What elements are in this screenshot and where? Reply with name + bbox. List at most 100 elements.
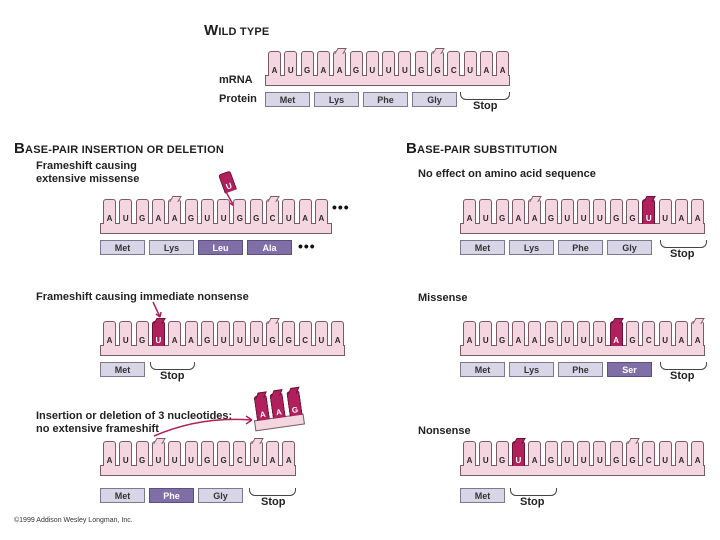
insertion-deletion-title: BASE-PAIR INSERTION OR DELETION: [14, 140, 224, 157]
nucleotide: G: [349, 51, 363, 76]
nucleotide: A: [528, 321, 542, 346]
nucleotide: A: [268, 51, 281, 76]
nucleotide: G: [135, 441, 149, 466]
nucleotide: G: [414, 51, 428, 76]
amino-acid: Gly: [198, 488, 243, 503]
three-nucleotide-protein-chain: Met Phe Gly: [100, 488, 245, 503]
no-effect-protein-chain: Met Lys Phe Gly: [460, 240, 655, 255]
nucleotide: U: [577, 321, 591, 346]
nucleotide: A: [691, 321, 705, 346]
nucleotide: U: [593, 199, 607, 224]
nucleotide: A: [314, 199, 328, 224]
nucleotide: G: [285, 389, 303, 417]
no-effect-stop-label: Stop: [670, 248, 695, 260]
nucleotide: A: [479, 51, 493, 76]
mrna-backbone: [265, 75, 510, 86]
amino-acid: Gly: [607, 240, 652, 255]
three-nucleotide-stop-label: Stop: [261, 496, 286, 508]
nucleotide: A: [168, 199, 182, 224]
missense-label: Missense: [418, 292, 468, 304]
nucleotide: C: [266, 199, 279, 224]
nucleotide: G: [495, 199, 509, 224]
nucleotide: U: [151, 321, 165, 346]
nucleotide: A: [496, 51, 510, 76]
nucleotide: U: [249, 321, 263, 346]
nucleotide: A: [168, 321, 182, 346]
nucleotide: G: [626, 441, 639, 466]
nucleotide: C: [447, 51, 461, 76]
missense-protein-chain: Met Lys Phe Ser: [460, 362, 655, 377]
amino-acid: Lys: [314, 92, 359, 107]
protein-continuation-ellipsis: •••: [298, 238, 316, 254]
mrna-backbone: [100, 465, 296, 476]
nucleotide: A: [674, 321, 688, 346]
substitution-title: BASE-PAIR SUBSTITUTION: [406, 140, 558, 157]
amino-acid: Phe: [149, 488, 194, 503]
nucleotide: U: [382, 51, 396, 76]
missense-stop-brace: [660, 362, 707, 370]
mrna-backbone: [460, 223, 705, 234]
nucleotide: A: [511, 199, 525, 224]
nucleotide: G: [544, 441, 558, 466]
mrna-label: mRNA: [219, 74, 253, 86]
nucleotide: U: [119, 199, 133, 224]
nucleotide: U: [560, 199, 574, 224]
amino-acid: Gly: [412, 92, 457, 107]
nucleotide: A: [528, 199, 542, 224]
amino-acid: Met: [460, 240, 505, 255]
nucleotide: U: [658, 441, 672, 466]
wild-type-stop-brace: [460, 92, 510, 100]
nucleotide: A: [691, 441, 705, 466]
nucleotide: A: [528, 441, 542, 466]
mrna-continuation-ellipsis: •••: [332, 199, 350, 215]
nucleotide: A: [151, 199, 165, 224]
nucleotide: A: [266, 441, 279, 466]
amino-acid: Leu: [198, 240, 243, 255]
removed-codon-arrow-icon: [153, 415, 253, 437]
amino-acid: Phe: [363, 92, 408, 107]
amino-acid: Met: [100, 488, 145, 503]
immediate-nonsense-stop-label: Stop: [160, 370, 185, 382]
nucleotide: G: [233, 199, 247, 224]
mrna-backbone: [100, 223, 332, 234]
amino-acid: Met: [460, 488, 505, 503]
nucleotide: A: [674, 199, 688, 224]
nucleotide: U: [249, 441, 263, 466]
immediate-nonsense-protein-chain: Met: [100, 362, 145, 377]
nonsense-stop-brace: [510, 488, 557, 496]
nucleotide: U: [119, 321, 133, 346]
nucleotide: U: [479, 199, 493, 224]
nucleotide: A: [333, 51, 347, 76]
immediate-nonsense-label: Frameshift causing immediate nonsense: [36, 291, 249, 303]
nucleotide: U: [168, 441, 182, 466]
nucleotide: G: [626, 321, 639, 346]
copyright-notice: ©1999 Addison Wesley Longman, Inc.: [14, 517, 133, 524]
nucleotide: G: [135, 199, 149, 224]
nucleotide: U: [200, 199, 214, 224]
extensive-missense-label: Frameshift causing extensive missense: [36, 160, 140, 185]
nucleotide: U: [463, 51, 477, 76]
nucleotide: A: [691, 199, 705, 224]
three-nucleotide-stop-brace: [249, 488, 296, 496]
nucleotide: G: [135, 321, 149, 346]
nucleotide: G: [495, 321, 509, 346]
nucleotide: A: [184, 321, 198, 346]
nucleotide: G: [184, 199, 198, 224]
protein-label: Protein: [219, 93, 257, 105]
nucleotide: U: [217, 199, 231, 224]
no-effect-label: No effect on amino acid sequence: [418, 168, 596, 180]
mrna-backbone: [460, 345, 705, 356]
nucleotide: G: [200, 441, 214, 466]
nucleotide: U: [217, 321, 231, 346]
nucleotide: A: [463, 199, 476, 224]
amino-acid: Lys: [509, 362, 554, 377]
amino-acid: Phe: [558, 362, 603, 377]
nucleotide: A: [298, 199, 312, 224]
amino-acid: Met: [100, 362, 145, 377]
nucleotide: A: [463, 441, 476, 466]
nucleotide: U: [398, 51, 412, 76]
nucleotide: C: [298, 321, 312, 346]
